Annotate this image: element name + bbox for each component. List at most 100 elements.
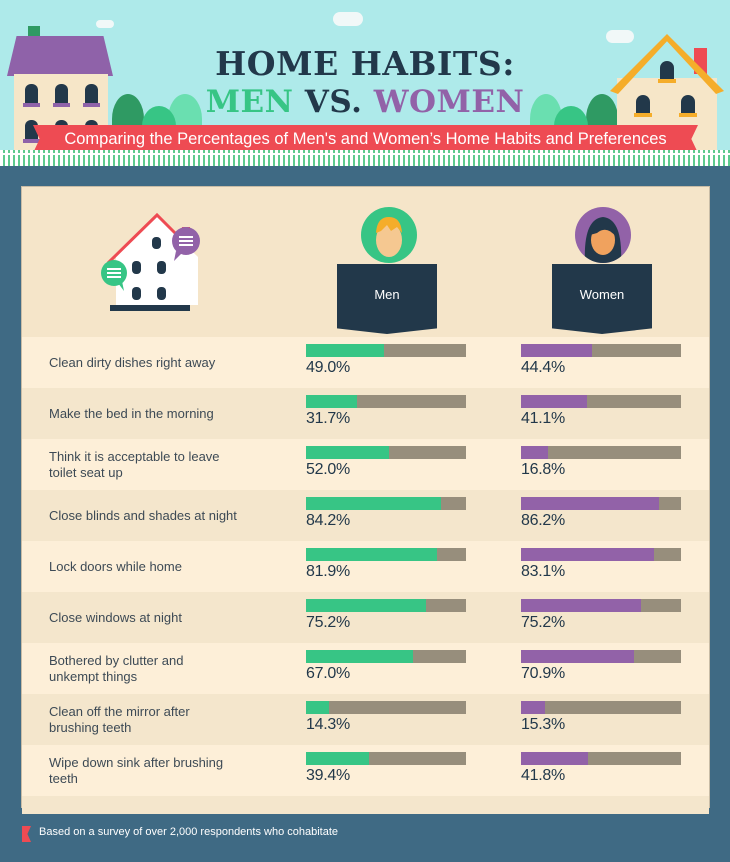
men-percent: 67.0% bbox=[306, 665, 350, 682]
table-row-empty bbox=[22, 796, 709, 814]
title-vs: VS. bbox=[293, 84, 374, 120]
men-bar-fill bbox=[306, 395, 357, 408]
row-label: Lock doors while home bbox=[49, 558, 182, 574]
row-label: Wipe down sink after brushing teeth bbox=[49, 754, 224, 786]
table-row: Clean dirty dishes right away 49.0% 44.4… bbox=[22, 337, 709, 388]
women-bar-fill bbox=[521, 752, 588, 765]
women-bar-fill bbox=[521, 344, 593, 357]
men-percent: 81.9% bbox=[306, 563, 350, 580]
women-bar-fill bbox=[521, 497, 659, 510]
men-bar-fill bbox=[306, 548, 438, 561]
column-header-men: Men bbox=[337, 264, 437, 334]
window-icon bbox=[53, 84, 70, 107]
chimney-icon bbox=[28, 26, 40, 38]
men-percent: 14.3% bbox=[306, 716, 350, 733]
house-chat-icon bbox=[101, 212, 200, 311]
footnote: Based on a survey of over 2,000 responde… bbox=[39, 826, 339, 838]
cloud-icon bbox=[333, 12, 363, 26]
men-bar-fill bbox=[306, 497, 441, 510]
men-bar bbox=[306, 599, 466, 612]
women-percent: 44.4% bbox=[521, 359, 565, 376]
table-row: Clean off the mirror after brushing teet… bbox=[22, 694, 709, 745]
men-bar bbox=[306, 446, 466, 459]
men-percent: 31.7% bbox=[306, 410, 350, 427]
fence-rail bbox=[0, 153, 730, 155]
row-label: Make the bed in the morning bbox=[49, 405, 214, 421]
table-row: Lock doors while home 81.9% 83.1% bbox=[22, 541, 709, 592]
bookmark-icon bbox=[22, 826, 31, 842]
window-icon bbox=[83, 84, 100, 107]
table-row: Make the bed in the morning 31.7% 41.1% bbox=[22, 388, 709, 439]
men-bar-fill bbox=[306, 650, 414, 663]
women-percent: 16.8% bbox=[521, 461, 565, 478]
men-bar-fill bbox=[306, 599, 427, 612]
women-bar bbox=[521, 650, 681, 663]
men-percent: 84.2% bbox=[306, 512, 350, 529]
window-icon bbox=[634, 95, 652, 117]
women-bar-fill bbox=[521, 395, 587, 408]
row-label: Close blinds and shades at night bbox=[49, 507, 237, 523]
men-bar-fill bbox=[306, 752, 370, 765]
women-bar-fill bbox=[521, 650, 635, 663]
header-scene: HOME HABITS: MEN VS. WOMEN Comparing the… bbox=[0, 0, 730, 166]
row-label: Clean dirty dishes right away bbox=[49, 354, 216, 370]
women-percent: 75.2% bbox=[521, 614, 565, 631]
women-bar-fill bbox=[521, 548, 654, 561]
cloud-icon bbox=[96, 20, 114, 28]
women-bar bbox=[521, 344, 681, 357]
men-bar bbox=[306, 344, 466, 357]
men-percent: 75.2% bbox=[306, 614, 350, 631]
men-bar bbox=[306, 548, 466, 561]
women-percent: 41.8% bbox=[521, 767, 565, 784]
row-label: Bothered by clutter and unkempt things bbox=[49, 652, 184, 684]
women-percent: 86.2% bbox=[521, 512, 565, 529]
women-percent: 41.1% bbox=[521, 410, 565, 427]
men-bar bbox=[306, 701, 466, 714]
men-bar bbox=[306, 395, 466, 408]
title-women: WOMEN bbox=[373, 84, 525, 120]
women-avatar-icon bbox=[575, 207, 631, 263]
men-bar-fill bbox=[306, 344, 385, 357]
page-subtitle-heading: MEN VS. WOMEN bbox=[0, 84, 730, 120]
women-bar-fill bbox=[521, 446, 548, 459]
table-row: Wipe down sink after brushing teeth 39.4… bbox=[22, 745, 709, 796]
men-percent: 39.4% bbox=[306, 767, 350, 784]
panel-header: Men Women bbox=[22, 187, 709, 337]
women-bar bbox=[521, 497, 681, 510]
row-label: Think it is acceptable to leave toilet s… bbox=[49, 448, 220, 480]
chart-panel: Men Women Clean dirty dishes right away … bbox=[21, 186, 710, 814]
men-bar-fill bbox=[306, 701, 329, 714]
women-percent: 83.1% bbox=[521, 563, 565, 580]
women-bar bbox=[521, 446, 681, 459]
row-label: Close windows at night bbox=[49, 609, 182, 625]
house-roof-left bbox=[7, 36, 113, 76]
cloud-icon bbox=[606, 30, 634, 43]
women-bar bbox=[521, 752, 681, 765]
table-row: Close blinds and shades at night 84.2% 8… bbox=[22, 490, 709, 541]
window-icon bbox=[23, 84, 40, 107]
women-bar-fill bbox=[521, 599, 642, 612]
men-percent: 49.0% bbox=[306, 359, 350, 376]
title-men: MEN bbox=[205, 84, 294, 120]
window-icon bbox=[658, 61, 676, 83]
column-header-women: Women bbox=[552, 264, 652, 334]
women-bar bbox=[521, 395, 681, 408]
subtitle-ribbon: Comparing the Percentages of Men's and W… bbox=[33, 125, 698, 153]
women-bar bbox=[521, 599, 681, 612]
women-bar-fill bbox=[521, 701, 546, 714]
habit-rows: Clean dirty dishes right away 49.0% 44.4… bbox=[22, 337, 709, 814]
table-row: Close windows at night 75.2% 75.2% bbox=[22, 592, 709, 643]
men-avatar-icon bbox=[361, 207, 417, 263]
men-percent: 52.0% bbox=[306, 461, 350, 478]
men-bar-fill bbox=[306, 446, 390, 459]
women-percent: 70.9% bbox=[521, 665, 565, 682]
row-label: Clean off the mirror after brushing teet… bbox=[49, 703, 190, 735]
women-bar bbox=[521, 701, 681, 714]
men-bar bbox=[306, 752, 466, 765]
table-row: Think it is acceptable to leave toilet s… bbox=[22, 439, 709, 490]
women-bar bbox=[521, 548, 681, 561]
table-row: Bothered by clutter and unkempt things 6… bbox=[22, 643, 709, 694]
window-icon bbox=[679, 95, 697, 117]
women-percent: 15.3% bbox=[521, 716, 565, 733]
men-bar bbox=[306, 650, 466, 663]
